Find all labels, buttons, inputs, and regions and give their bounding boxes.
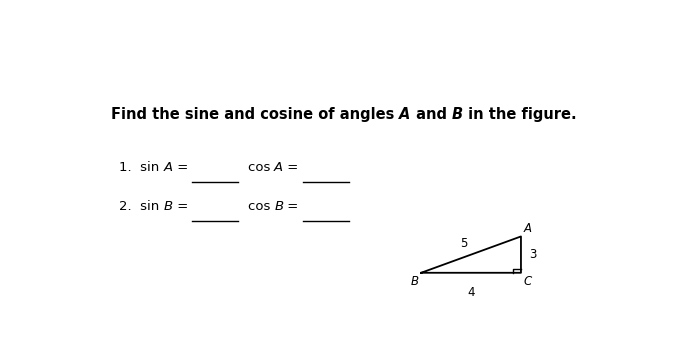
Text: A: A xyxy=(399,107,411,122)
Text: 1.  sin: 1. sin xyxy=(119,161,164,174)
Text: A: A xyxy=(164,161,173,174)
Text: B: B xyxy=(411,275,419,288)
Text: and: and xyxy=(411,107,452,122)
Text: cos: cos xyxy=(248,161,274,174)
Text: =: = xyxy=(284,161,303,174)
Text: B: B xyxy=(274,200,284,213)
Text: 2.  sin: 2. sin xyxy=(119,200,164,213)
Text: A: A xyxy=(524,222,531,235)
Text: =: = xyxy=(284,200,303,213)
Text: C: C xyxy=(524,275,532,288)
Text: B: B xyxy=(164,200,173,213)
Text: B: B xyxy=(452,107,463,122)
Text: 4: 4 xyxy=(468,286,475,299)
Text: =: = xyxy=(173,161,192,174)
Text: 3: 3 xyxy=(528,248,536,261)
Text: =: = xyxy=(173,200,192,213)
Text: A: A xyxy=(274,161,284,174)
Text: cos: cos xyxy=(248,200,274,213)
Text: in the figure.: in the figure. xyxy=(463,107,577,122)
Text: Find the sine and cosine of angles: Find the sine and cosine of angles xyxy=(111,107,399,122)
Text: 5: 5 xyxy=(461,237,468,250)
